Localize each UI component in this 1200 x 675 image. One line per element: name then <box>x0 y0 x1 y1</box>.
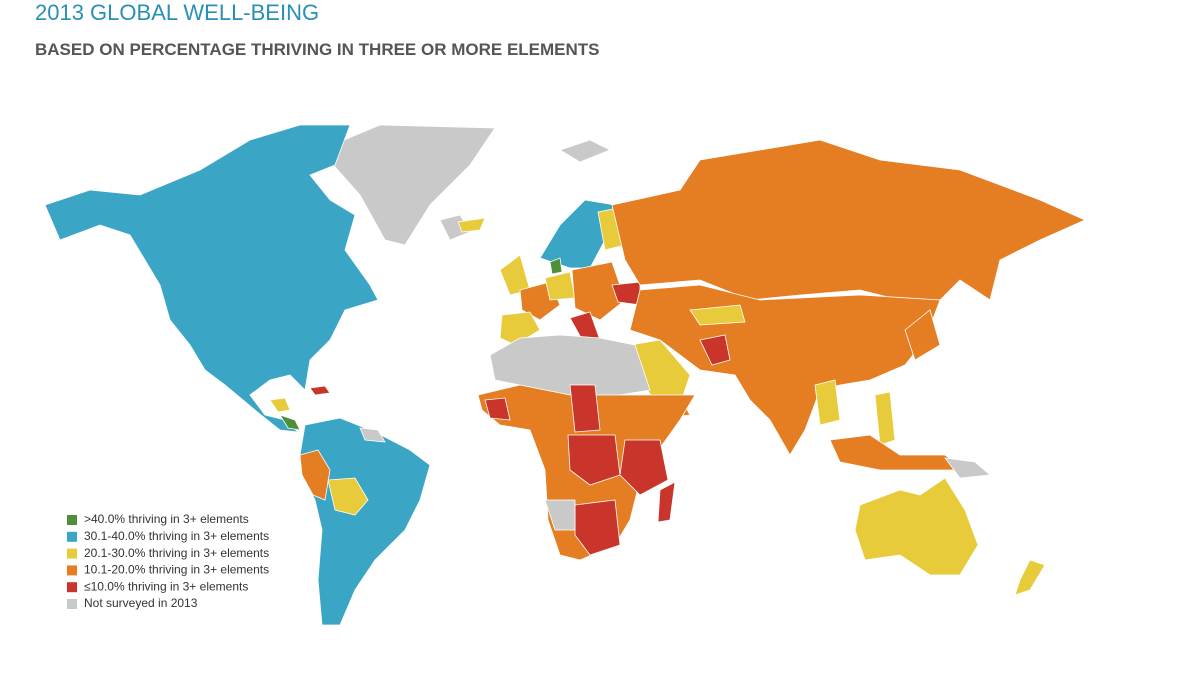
region <box>549 257 563 275</box>
legend-label: ≤10.0% thriving in 3+ elements <box>84 579 248 593</box>
legend-label: Not surveyed in 2013 <box>84 596 198 610</box>
world-map <box>44 124 1086 626</box>
legend-label: 30.1-40.0% thriving in 3+ elements <box>84 529 269 543</box>
title: 2013 GLOBAL WELL-BEING <box>35 0 319 25</box>
legend-swatch <box>67 599 77 609</box>
region <box>829 434 967 471</box>
legend-swatch <box>67 565 77 576</box>
region <box>854 477 979 576</box>
region <box>457 217 486 233</box>
legend-swatch <box>67 548 77 559</box>
region <box>571 261 626 321</box>
region <box>359 427 386 443</box>
region <box>559 139 611 163</box>
region <box>544 271 576 301</box>
region <box>944 457 991 479</box>
region <box>489 334 651 396</box>
legend-label: >40.0% thriving in 3+ elements <box>84 512 249 526</box>
legend-swatch <box>67 515 77 525</box>
region <box>567 434 621 486</box>
region <box>689 304 746 326</box>
region <box>657 481 676 523</box>
region <box>327 477 369 516</box>
legend-label: 20.1-30.0% thriving in 3+ elements <box>84 546 269 560</box>
region <box>611 139 1086 301</box>
region <box>279 414 301 431</box>
region <box>699 334 731 366</box>
legend-swatch <box>67 531 77 542</box>
region <box>269 397 291 413</box>
region <box>44 124 379 433</box>
region <box>814 379 841 426</box>
region <box>619 439 669 496</box>
region <box>309 385 331 396</box>
region <box>299 449 331 501</box>
region <box>629 284 941 456</box>
region <box>1014 559 1046 596</box>
legend: >40.0% thriving in 3+ elements 30.1-40.0%… <box>67 512 269 610</box>
region <box>569 384 601 433</box>
region <box>299 417 431 626</box>
region <box>319 124 496 246</box>
legend-label: 10.1-20.0% thriving in 3+ elements <box>84 563 269 577</box>
subtitle: BASED ON PERCENTAGE THRIVING IN THREE OR… <box>35 40 600 59</box>
region <box>874 391 896 446</box>
region <box>544 499 576 531</box>
region <box>904 309 941 361</box>
legend-swatch <box>67 582 77 593</box>
region <box>484 397 511 421</box>
